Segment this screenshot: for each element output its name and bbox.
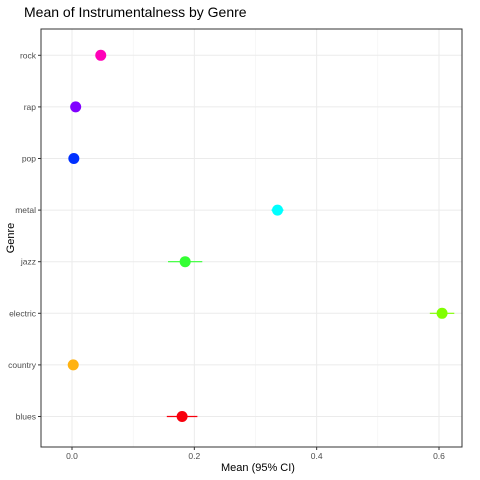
y-tick-label: electric (9, 308, 37, 318)
y-tick-label: jazz (20, 257, 36, 267)
data-point-pop (68, 153, 80, 164)
y-tick-label: pop (22, 154, 36, 164)
y-axis: blues country electric jazz metal pop rap rock (8, 50, 41, 422)
x-tick-label: 0.6 (433, 451, 445, 461)
data-point-jazz (179, 256, 191, 268)
data-points (67, 49, 448, 422)
x-tick-label: 0.4 (311, 451, 323, 461)
x-tick-label: 0.2 (188, 451, 200, 461)
grid (41, 29, 462, 447)
data-point-metal (272, 204, 284, 216)
data-point-rock (95, 49, 107, 61)
x-axis: 0.0 0.2 0.4 0.6 (66, 447, 445, 461)
y-tick-label: blues (16, 412, 36, 422)
y-tick-label: country (8, 360, 37, 370)
x-tick-label: 0.0 (66, 451, 78, 461)
data-point-electric (436, 307, 448, 319)
y-tick-label: metal (15, 205, 36, 215)
x-axis-title: Mean (95% CI) (221, 462, 295, 474)
data-point-country (67, 359, 79, 371)
plot-panel-border (40, 28, 463, 448)
chart-title: Mean of Instrumentalness by Genre (24, 4, 247, 20)
data-point-rap (70, 101, 82, 113)
y-axis-title: Genre (5, 223, 17, 254)
y-tick-label: rock (20, 50, 37, 60)
data-point-blues (176, 411, 188, 422)
y-tick-label: rap (24, 102, 37, 112)
